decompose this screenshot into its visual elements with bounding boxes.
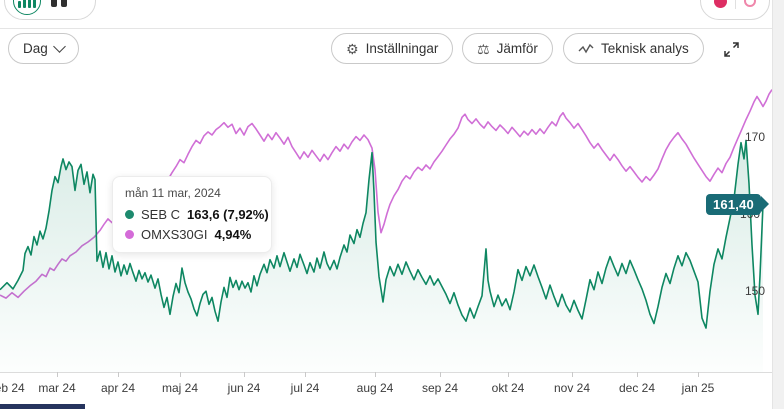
x-axis-label: nov 24 — [553, 381, 591, 395]
header-actions-pill[interactable] — [700, 0, 770, 20]
bar-chart-icon[interactable] — [13, 0, 41, 15]
x-axis-tick — [572, 372, 573, 377]
x-axis-tick — [508, 372, 509, 377]
settings-label: Inställningar — [365, 41, 439, 56]
tooltip-series-value: 163,6 (7,92%) — [187, 207, 269, 222]
tooltip-row-seb: SEB C 163,6 (7,92%) — [125, 207, 269, 222]
x-axis-tick — [180, 372, 181, 377]
x-axis-label: okt 24 — [491, 381, 525, 395]
gear-icon: ⚙ — [346, 40, 359, 57]
x-axis-tick — [637, 372, 638, 377]
technical-analysis-label: Teknisk analys — [601, 41, 689, 56]
expand-icon[interactable] — [722, 40, 741, 59]
tooltip-date: mån 11 mar, 2024 — [125, 186, 221, 200]
x-axis-label: sep 24 — [421, 381, 459, 395]
x-axis-tick — [698, 372, 699, 377]
interval-label: Dag — [23, 41, 48, 56]
x-axis-tick — [375, 372, 376, 377]
footer-bar — [0, 404, 85, 409]
candlestick-icon[interactable] — [51, 0, 67, 9]
x-axis-label: jul 24 — [290, 381, 320, 395]
chevron-down-icon — [52, 40, 66, 53]
settings-button[interactable]: ⚙ Inställningar — [331, 33, 454, 64]
x-axis-label: jun 24 — [227, 381, 261, 395]
tooltip-row-omx: OMXS30GI 4,94% — [125, 227, 259, 242]
x-axis-line — [0, 372, 772, 373]
x-axis-label: mar 24 — [38, 381, 76, 395]
x-axis-tick — [244, 372, 245, 377]
SEB C-line — [0, 139, 764, 329]
y-axis-label: 150 — [744, 283, 765, 298]
interval-dropdown[interactable]: Dag — [8, 33, 79, 64]
seb-series-dot-icon — [125, 210, 134, 219]
x-axis-label: feb 24 — [0, 381, 25, 395]
ring-icon[interactable] — [744, 0, 756, 7]
x-axis-tick — [440, 372, 441, 377]
last-price-badge: 161,40 — [706, 193, 769, 215]
tooltip-series-value: 4,94% — [214, 227, 252, 242]
header-divider — [0, 28, 784, 29]
chart-type-toggle[interactable] — [4, 0, 96, 20]
x-axis-label: maj 24 — [161, 381, 199, 395]
omx-series-dot-icon — [125, 230, 134, 239]
divider — [735, 0, 736, 9]
x-axis-label: dec 24 — [618, 381, 656, 395]
tooltip-series-name: OMXS30GI — [141, 227, 208, 242]
x-axis-tick — [57, 372, 58, 377]
chart-toolbar: Dag ⚙ Inställningar ⚖ Jämför Teknisk ana… — [0, 33, 772, 65]
chart-tooltip: mån 11 mar, 2024 SEB C 163,6 (7,92%) OMX… — [112, 176, 272, 253]
zigzag-icon — [578, 43, 594, 53]
x-axis-tick — [305, 372, 306, 377]
y-axis-label: 170 — [744, 130, 765, 145]
x-axis-label: jan 25 — [681, 381, 715, 395]
scales-icon: ⚖ — [477, 40, 490, 57]
tooltip-series-name: SEB C — [141, 207, 181, 222]
x-axis-tick — [118, 372, 119, 377]
SEB C-area — [0, 140, 763, 372]
alert-dot-icon[interactable] — [714, 0, 727, 8]
x-axis-label: aug 24 — [356, 381, 394, 395]
scrollbar-track[interactable] — [772, 0, 784, 409]
compare-label: Jämför — [496, 41, 538, 56]
compare-button[interactable]: ⚖ Jämför — [462, 33, 553, 64]
technical-analysis-button[interactable]: Teknisk analys — [563, 33, 704, 64]
x-axis-label: apr 24 — [100, 381, 136, 395]
